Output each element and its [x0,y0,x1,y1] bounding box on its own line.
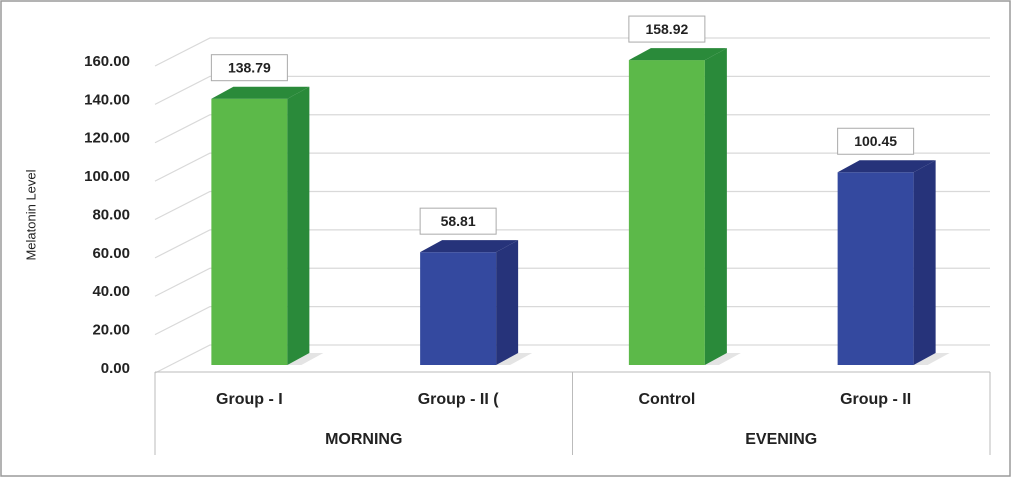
grid-line [154,306,990,336]
value-label-box [419,207,497,235]
grid-line [154,344,990,374]
value-label: 158.92 [645,21,688,37]
y-tick-label: 80.00 [92,206,130,223]
bar-shadow [496,353,533,365]
grid-line [154,114,990,144]
grid-line [154,75,990,105]
y-tick-label: 160.00 [84,53,130,70]
bar [420,252,497,365]
value-label-box [837,127,915,155]
x-tick-label: Group - II [840,391,911,408]
y-tick-label: 120.00 [84,130,130,147]
grid-line [154,267,990,297]
bar-side [496,240,519,365]
bar-side [287,86,310,365]
grid-line [154,37,990,67]
y-tick-label: 0.00 [101,360,130,377]
value-label: 100.45 [854,133,897,149]
value-label-box [628,15,706,43]
grid-line [154,152,990,182]
y-axis-title: Melatonin Level [23,169,38,260]
bar-top [628,48,727,61]
y-tick-label: 100.00 [84,168,130,185]
y-tick-label: 60.00 [92,245,130,262]
grid-line [154,190,990,221]
y-tick-label: 40.00 [92,283,130,300]
bar-top [837,160,936,173]
bar-side [913,160,936,365]
value-label: 138.79 [228,59,271,75]
group-label: EVENING [745,431,817,448]
x-tick-label: Group - I [216,391,283,408]
bar-shadow [287,353,324,365]
value-label-box [210,54,288,82]
value-label: 58.81 [441,213,476,229]
bar-shadow [704,353,741,365]
bar-side [704,48,727,365]
x-tick-label: Control [638,391,695,408]
y-tick-label: 140.00 [84,91,130,108]
group-label: MORNING [325,431,402,448]
bar-top [420,240,519,253]
bar-top [211,86,310,99]
bar [628,60,705,365]
bar [837,172,914,365]
y-tick-label: 20.00 [92,322,130,339]
grid-line [154,229,990,259]
bar-shadow [913,353,950,365]
bar [211,98,288,365]
x-tick-label: Group - II ( [418,391,500,408]
